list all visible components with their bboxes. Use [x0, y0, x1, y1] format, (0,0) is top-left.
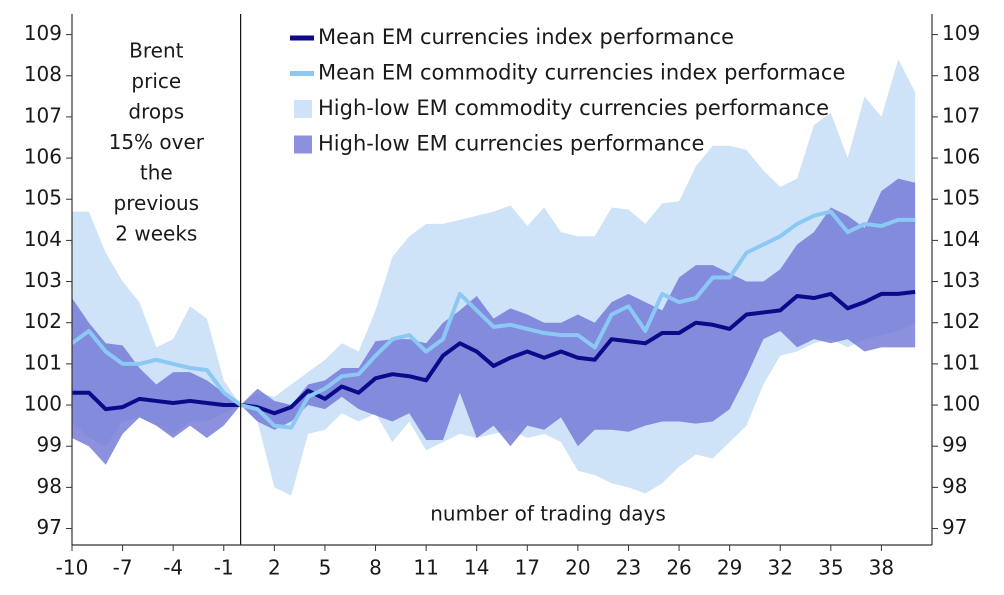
y-tick-label: 99	[37, 433, 62, 457]
y-tick-label: 104	[24, 227, 62, 251]
y2-tick-label: 109	[942, 21, 980, 45]
y2-tick-label: 100	[942, 392, 980, 416]
y-tick-label: 100	[24, 392, 62, 416]
x-tick-label: 14	[464, 556, 489, 580]
y2-tick-label: 101	[942, 350, 980, 374]
y-tick-label: 103	[24, 268, 62, 292]
x-tick-label: -4	[163, 556, 183, 580]
annotation-text: price	[131, 69, 181, 93]
x-tick-label: 8	[369, 556, 382, 580]
x-tick-label: 38	[869, 556, 894, 580]
x-tick-label: 23	[616, 556, 641, 580]
lines	[70, 209, 916, 430]
x-tick-label: 2	[268, 556, 281, 580]
x-tick-label: 11	[413, 556, 438, 580]
annotation-text: 15% over	[109, 130, 205, 154]
y2-tick-label: 104	[942, 227, 980, 251]
y2-tick-label: 98	[942, 474, 967, 498]
mean-line	[70, 209, 916, 430]
y-tick-label: 97	[37, 515, 62, 539]
x-tick-label: 17	[515, 556, 540, 580]
y-tick-label: 106	[24, 145, 62, 169]
legend-swatch	[294, 100, 312, 118]
y-tick-label: 102	[24, 309, 62, 333]
x-tick-label: -1	[214, 556, 234, 580]
y2-tick-label: 105	[942, 186, 980, 210]
x-tick-label: 32	[768, 556, 793, 580]
legend-label: High-low EM currencies performance	[318, 132, 704, 156]
x-tick-label: 20	[565, 556, 590, 580]
x-tick-label: 29	[717, 556, 742, 580]
mean-line	[72, 289, 916, 416]
y-tick-label: 98	[37, 474, 62, 498]
band-area	[72, 178, 916, 465]
annotation-text: the	[140, 161, 173, 185]
y2-tick-label: 97	[942, 515, 967, 539]
bands	[72, 59, 916, 496]
legend-label: Mean EM currencies index performance	[318, 25, 734, 49]
y-tick-label: 109	[24, 21, 62, 45]
annotation-text: 2 weeks	[115, 222, 197, 246]
x-tick-label: -10	[56, 556, 89, 580]
legend-label: High-low EM commodity currencies perform…	[318, 96, 829, 120]
y2-tick-label: 102	[942, 309, 980, 333]
y-tick-label: 101	[24, 350, 62, 374]
y2-tick-label: 103	[942, 268, 980, 292]
legend: Mean EM currencies index performance Mean…	[290, 25, 845, 156]
axes: Brent price drops 15% over the previous 2 week…	[24, 14, 980, 580]
legend-swatch	[294, 135, 312, 154]
annotation-text: Brent	[129, 39, 183, 63]
annotation-text: drops	[128, 100, 184, 124]
y-tick-label: 107	[24, 103, 62, 127]
x-axis-label: number of trading days	[430, 502, 666, 526]
legend-label: Mean EM commodity currencies index perfo…	[318, 61, 845, 85]
x-tick-label: -7	[113, 556, 133, 580]
y-tick-label: 108	[24, 62, 62, 86]
y2-tick-label: 108	[942, 62, 980, 86]
y2-tick-label: 107	[942, 103, 980, 127]
y-tick-label: 105	[24, 186, 62, 210]
x-tick-label: 35	[818, 556, 843, 580]
y2-tick-label: 99	[942, 433, 967, 457]
annotation-text: previous	[114, 191, 200, 215]
y2-tick-label: 106	[942, 145, 980, 169]
x-tick-label: 26	[666, 556, 691, 580]
x-tick-label: 5	[319, 556, 332, 580]
